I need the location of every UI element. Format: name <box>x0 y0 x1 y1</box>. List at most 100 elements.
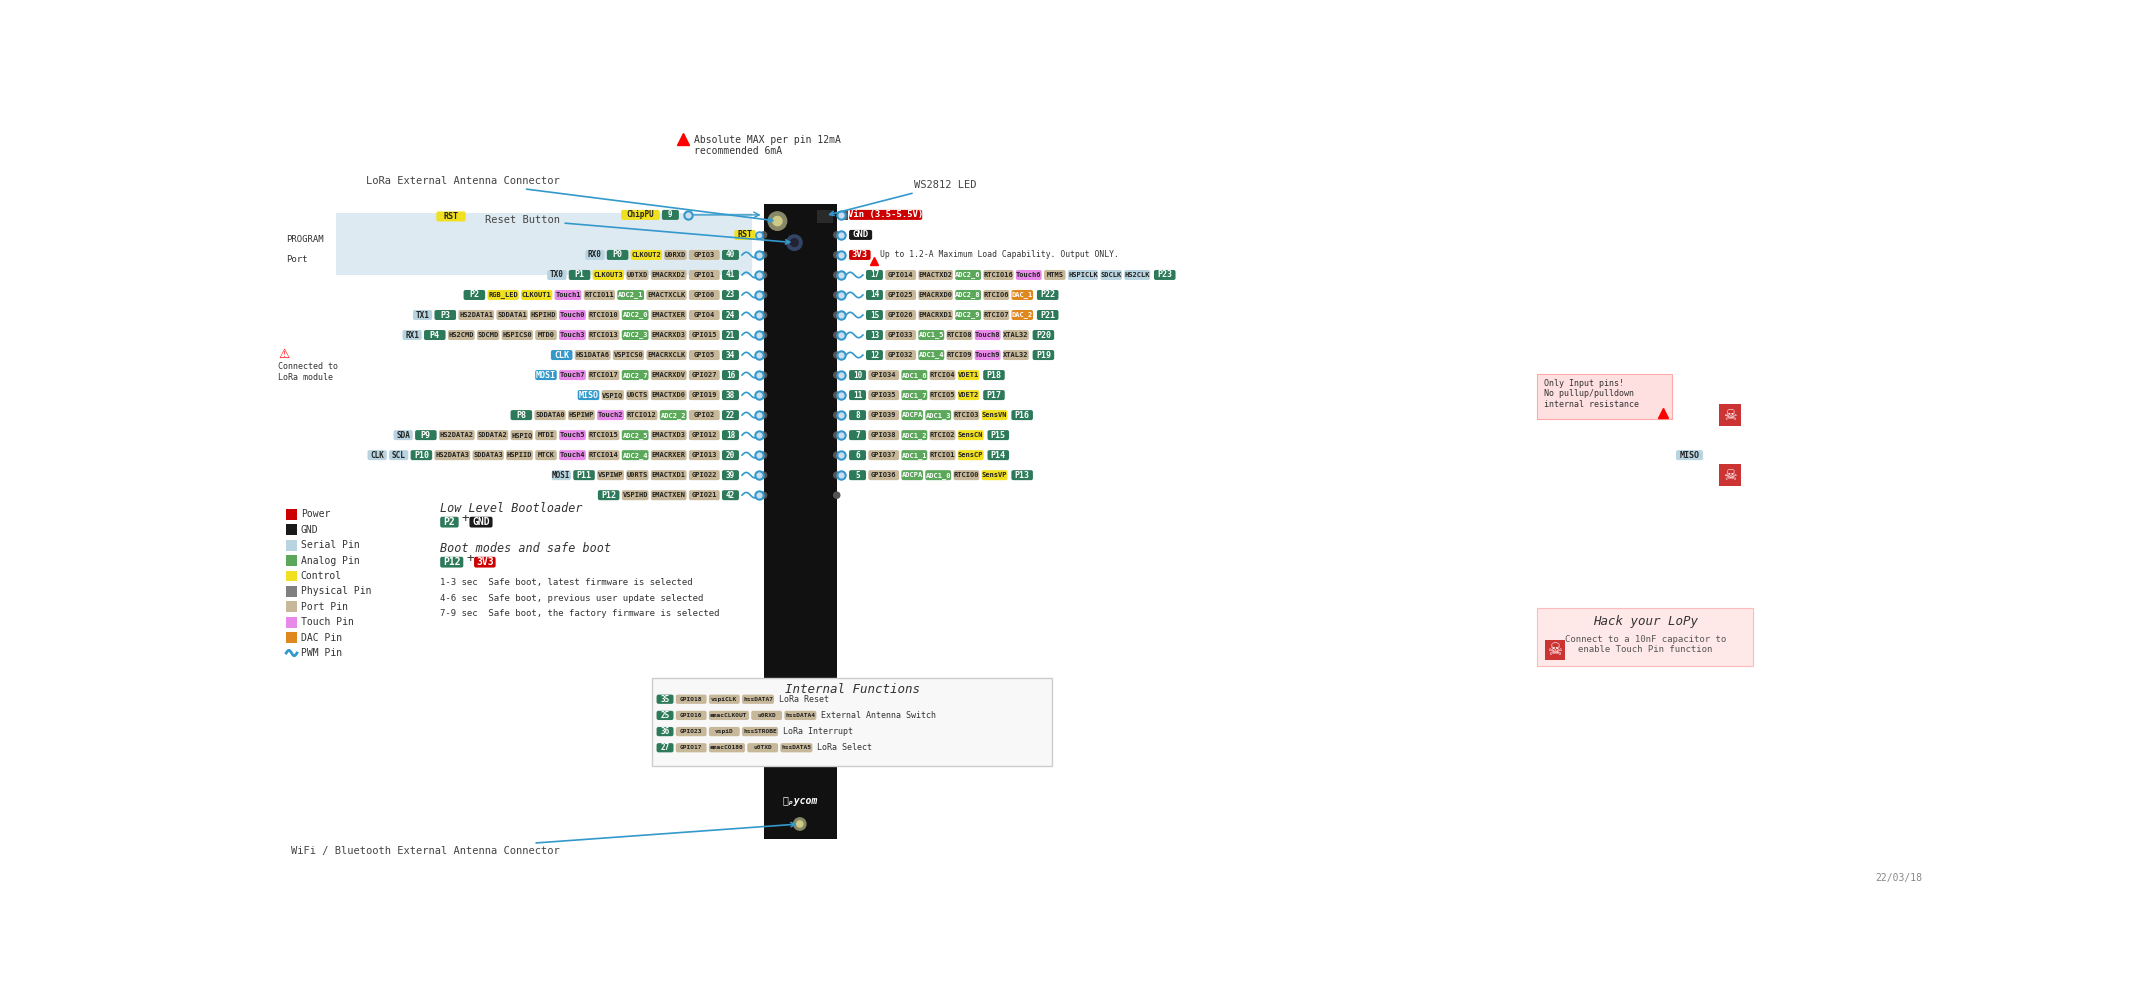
Text: XTAL32: XTAL32 <box>1004 332 1030 338</box>
FancyBboxPatch shape <box>954 410 980 420</box>
FancyBboxPatch shape <box>651 390 687 400</box>
Circle shape <box>834 412 840 418</box>
FancyBboxPatch shape <box>646 350 687 360</box>
Circle shape <box>834 272 840 278</box>
FancyBboxPatch shape <box>661 210 679 220</box>
Circle shape <box>760 292 767 298</box>
FancyBboxPatch shape <box>588 330 620 340</box>
FancyBboxPatch shape <box>439 556 463 568</box>
FancyBboxPatch shape <box>1012 310 1034 320</box>
FancyBboxPatch shape <box>439 517 459 527</box>
Text: GPIO25: GPIO25 <box>887 292 913 298</box>
FancyBboxPatch shape <box>689 451 719 460</box>
Text: GPIO27: GPIO27 <box>691 372 717 378</box>
Text: GPIO4: GPIO4 <box>694 312 715 318</box>
Text: LoRa Reset: LoRa Reset <box>780 695 829 704</box>
FancyBboxPatch shape <box>709 711 750 720</box>
FancyBboxPatch shape <box>885 350 915 360</box>
FancyBboxPatch shape <box>982 470 1008 480</box>
FancyBboxPatch shape <box>403 330 422 340</box>
FancyBboxPatch shape <box>676 727 707 736</box>
FancyBboxPatch shape <box>618 290 644 300</box>
Text: GPIO37: GPIO37 <box>870 453 896 459</box>
Text: RTCIO3: RTCIO3 <box>954 412 980 418</box>
Text: 22/03/18: 22/03/18 <box>1876 873 1921 883</box>
FancyBboxPatch shape <box>472 451 504 460</box>
Text: P18: P18 <box>987 371 1002 380</box>
Text: Touch1: Touch1 <box>556 292 582 298</box>
FancyBboxPatch shape <box>547 270 567 280</box>
Text: EMACTXD1: EMACTXD1 <box>653 472 685 478</box>
Bar <box>1544 640 1566 660</box>
FancyBboxPatch shape <box>959 451 984 460</box>
Text: RX1: RX1 <box>405 331 420 340</box>
Text: ChipPU: ChipPU <box>627 211 655 220</box>
FancyBboxPatch shape <box>657 695 674 704</box>
FancyBboxPatch shape <box>689 290 719 300</box>
Text: Connected to: Connected to <box>278 362 338 371</box>
Text: P9: P9 <box>420 430 431 439</box>
Text: GPIO3: GPIO3 <box>694 252 715 258</box>
Circle shape <box>773 217 782 226</box>
Circle shape <box>760 432 767 438</box>
Text: P23: P23 <box>1157 270 1172 279</box>
Text: 27: 27 <box>661 743 670 752</box>
Text: 6: 6 <box>855 451 859 460</box>
Text: GPIO5: GPIO5 <box>694 352 715 358</box>
FancyBboxPatch shape <box>931 390 956 400</box>
Text: CLK: CLK <box>554 351 569 360</box>
Bar <box>336 214 752 275</box>
FancyBboxPatch shape <box>689 470 719 480</box>
FancyBboxPatch shape <box>976 350 1002 360</box>
FancyBboxPatch shape <box>784 711 816 720</box>
Text: Reset Button: Reset Button <box>485 215 791 244</box>
Text: vspiCLK: vspiCLK <box>711 697 737 702</box>
Text: EMACRXD3: EMACRXD3 <box>653 332 685 338</box>
Text: +: + <box>461 512 470 525</box>
Text: GPIO15: GPIO15 <box>691 332 717 338</box>
Circle shape <box>791 239 799 247</box>
Text: 20: 20 <box>726 451 735 460</box>
FancyBboxPatch shape <box>534 330 556 340</box>
FancyBboxPatch shape <box>868 390 898 400</box>
Text: GPIO18: GPIO18 <box>681 697 702 702</box>
FancyBboxPatch shape <box>560 370 586 380</box>
FancyBboxPatch shape <box>651 470 687 480</box>
FancyBboxPatch shape <box>849 210 922 220</box>
FancyBboxPatch shape <box>868 451 898 460</box>
Circle shape <box>760 412 767 418</box>
FancyBboxPatch shape <box>868 430 898 440</box>
Text: WS2812 LED: WS2812 LED <box>829 179 976 216</box>
FancyBboxPatch shape <box>646 290 687 300</box>
FancyBboxPatch shape <box>987 451 1008 460</box>
FancyBboxPatch shape <box>689 310 719 320</box>
Circle shape <box>834 352 840 358</box>
Text: 15: 15 <box>870 310 879 320</box>
FancyBboxPatch shape <box>918 350 943 360</box>
Circle shape <box>760 272 767 278</box>
Text: HSPIHD: HSPIHD <box>530 312 556 318</box>
Text: P1: P1 <box>575 270 584 279</box>
Circle shape <box>834 372 840 378</box>
Text: RTCIO13: RTCIO13 <box>588 332 618 338</box>
FancyBboxPatch shape <box>689 490 719 500</box>
FancyBboxPatch shape <box>614 350 644 360</box>
FancyBboxPatch shape <box>521 290 551 300</box>
FancyBboxPatch shape <box>849 370 866 380</box>
Text: GPIO38: GPIO38 <box>870 432 896 438</box>
Text: Touch4: Touch4 <box>560 453 586 459</box>
Text: SDDATA1: SDDATA1 <box>498 312 528 318</box>
FancyBboxPatch shape <box>651 310 687 320</box>
Circle shape <box>760 252 767 258</box>
Text: MTD0: MTD0 <box>538 332 554 338</box>
FancyBboxPatch shape <box>984 290 1010 300</box>
Text: SensCN: SensCN <box>959 432 984 438</box>
Text: u0TXD: u0TXD <box>754 745 771 750</box>
FancyBboxPatch shape <box>495 310 528 320</box>
Text: SensVN: SensVN <box>982 412 1008 418</box>
FancyBboxPatch shape <box>959 370 980 380</box>
Bar <box>819 210 834 224</box>
Text: Vin (3.5-5.5V): Vin (3.5-5.5V) <box>849 211 924 220</box>
FancyBboxPatch shape <box>918 290 952 300</box>
FancyBboxPatch shape <box>722 330 739 340</box>
